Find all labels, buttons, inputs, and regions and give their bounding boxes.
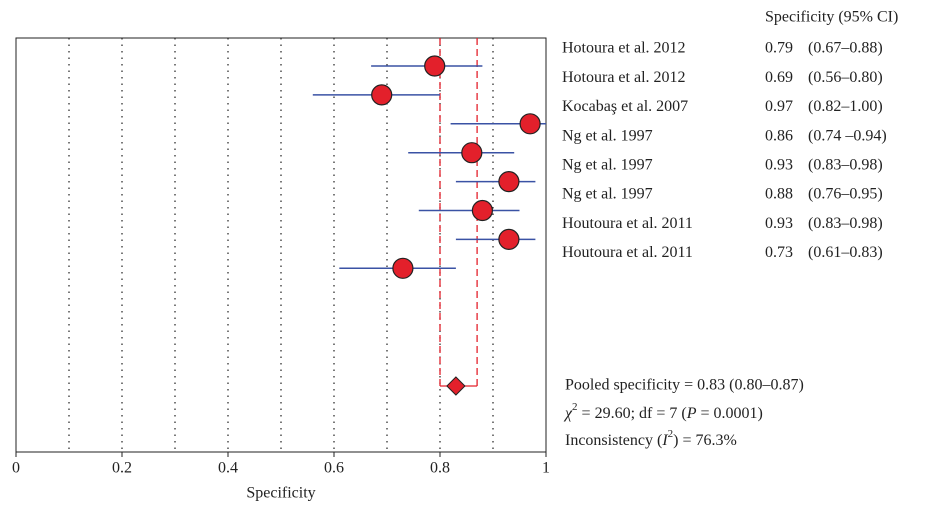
study-ci: (0.67–0.88)	[808, 40, 883, 57]
stat-part: = 0.0001)	[696, 405, 762, 422]
x-tick-label: 0.8	[430, 460, 450, 477]
study-ci: (0.74 –0.94)	[808, 127, 887, 144]
study-marker	[424, 55, 446, 77]
study-ci: (0.61–0.83)	[808, 244, 883, 261]
pooled-diamond	[446, 376, 466, 396]
study-marker	[498, 228, 520, 250]
study-estimate: 0.97	[765, 98, 793, 115]
study-marker	[498, 171, 520, 193]
x-tick-label: 0.6	[324, 460, 344, 477]
study-name: Kocabaş et al. 2007	[562, 98, 688, 115]
study-ci: (0.82–1.00)	[808, 98, 883, 115]
study-name: Ng et al. 1997	[562, 186, 653, 203]
x-tick-label: 0.4	[218, 460, 238, 477]
x-axis-label: Specificity	[246, 485, 315, 502]
study-name: Houtoura et al. 2011	[562, 244, 693, 261]
study-name: Houtoura et al. 2011	[562, 215, 693, 232]
heterogeneity-stat: χ2 = 29.60; df = 7 (P = 0.0001)	[563, 401, 763, 422]
study-marker	[461, 142, 483, 164]
study-marker	[471, 199, 493, 222]
study-marker	[519, 113, 541, 135]
study-ci: (0.56–0.80)	[808, 69, 883, 86]
study-estimate: 0.88	[765, 186, 793, 203]
column-header: Specificity (95% CI)	[765, 9, 898, 26]
stat-part: 2	[668, 428, 674, 440]
study-estimate: 0.69	[765, 69, 793, 86]
study-name: Ng et al. 1997	[562, 156, 653, 173]
study-estimate: 0.93	[765, 156, 793, 173]
study-ci: (0.83–0.98)	[808, 156, 883, 173]
x-tick-label: 1	[542, 460, 550, 477]
study-ci: (0.83–0.98)	[808, 215, 883, 232]
stat-part: 2	[572, 401, 578, 413]
study-marker	[371, 84, 393, 106]
study-estimate: 0.73	[765, 244, 793, 261]
plot-frame	[15, 37, 547, 453]
study-name: Hotoura et al. 2012	[562, 40, 686, 57]
study-ci: (0.76–0.95)	[808, 186, 883, 203]
study-marker	[392, 257, 414, 279]
stat-part: ) = 76.3%	[673, 432, 737, 449]
x-tick-label: 0	[12, 460, 20, 477]
stat-part: Inconsistency (	[565, 432, 662, 449]
study-name: Hotoura et al. 2012	[562, 69, 686, 86]
study-estimate: 0.93	[765, 215, 793, 232]
stat-part: I	[661, 432, 668, 449]
inconsistency-stat: Inconsistency (I2) = 76.3%	[565, 428, 737, 449]
stat-part: P	[686, 405, 697, 422]
stat-part: χ	[563, 405, 573, 422]
pooled-label: Pooled specificity = 0.83 (0.80–0.87)	[565, 377, 804, 394]
x-tick-label: 0.2	[112, 460, 132, 477]
study-estimate: 0.79	[765, 40, 793, 57]
study-estimate: 0.86	[765, 127, 793, 144]
study-name: Ng et al. 1997	[562, 127, 653, 144]
stat-part: = 29.60; df = 7 (	[578, 405, 687, 422]
